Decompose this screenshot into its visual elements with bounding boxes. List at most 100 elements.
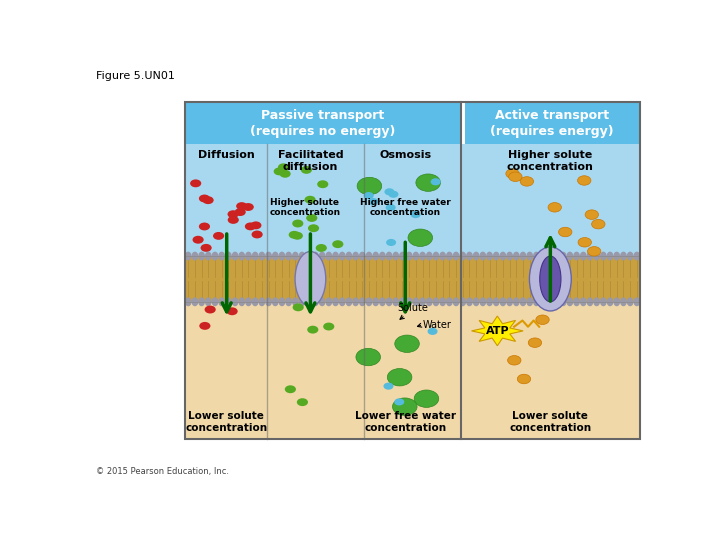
Ellipse shape (547, 252, 552, 260)
Ellipse shape (292, 303, 304, 311)
Ellipse shape (395, 399, 405, 406)
Ellipse shape (192, 252, 197, 260)
Ellipse shape (273, 298, 278, 306)
Ellipse shape (527, 298, 532, 306)
Ellipse shape (474, 252, 479, 260)
Ellipse shape (251, 231, 263, 239)
Ellipse shape (292, 220, 303, 227)
Ellipse shape (228, 210, 238, 218)
Ellipse shape (614, 252, 619, 260)
Text: © 2015 Pearson Education, Inc.: © 2015 Pearson Education, Inc. (96, 468, 228, 476)
Ellipse shape (340, 252, 345, 260)
Ellipse shape (301, 166, 312, 174)
Ellipse shape (279, 170, 291, 178)
Ellipse shape (413, 298, 418, 306)
Ellipse shape (320, 298, 325, 306)
Ellipse shape (266, 252, 271, 260)
Ellipse shape (346, 252, 351, 260)
Ellipse shape (259, 298, 264, 306)
Ellipse shape (266, 298, 271, 306)
Ellipse shape (594, 298, 599, 306)
Ellipse shape (446, 252, 452, 260)
Ellipse shape (239, 298, 245, 306)
Ellipse shape (199, 194, 210, 202)
Text: Lower free water
concentration: Lower free water concentration (355, 411, 456, 433)
Ellipse shape (235, 208, 246, 216)
Text: Diffusion: Diffusion (198, 150, 255, 160)
Ellipse shape (326, 298, 331, 306)
Ellipse shape (560, 252, 566, 260)
Ellipse shape (273, 252, 278, 260)
Ellipse shape (278, 163, 289, 171)
Ellipse shape (259, 252, 264, 260)
Ellipse shape (379, 298, 385, 306)
Ellipse shape (440, 252, 446, 260)
Ellipse shape (320, 252, 325, 260)
Ellipse shape (500, 298, 505, 306)
Ellipse shape (333, 298, 338, 306)
Ellipse shape (213, 232, 224, 240)
Ellipse shape (292, 232, 303, 240)
Ellipse shape (364, 192, 374, 199)
Ellipse shape (332, 240, 343, 248)
Ellipse shape (323, 322, 334, 330)
Ellipse shape (227, 307, 238, 315)
Ellipse shape (580, 252, 586, 260)
Ellipse shape (346, 298, 351, 306)
Bar (185, 144, 639, 256)
Ellipse shape (236, 202, 247, 210)
Ellipse shape (246, 252, 251, 260)
Ellipse shape (577, 176, 591, 185)
Ellipse shape (520, 177, 534, 186)
Ellipse shape (521, 298, 526, 306)
Ellipse shape (426, 298, 432, 306)
Ellipse shape (513, 252, 519, 260)
Ellipse shape (440, 298, 446, 306)
Ellipse shape (356, 348, 380, 366)
Ellipse shape (547, 298, 552, 306)
Ellipse shape (395, 335, 419, 353)
Ellipse shape (393, 298, 398, 306)
Polygon shape (472, 316, 523, 346)
Ellipse shape (634, 252, 639, 260)
Ellipse shape (379, 252, 385, 260)
Ellipse shape (312, 298, 318, 306)
Ellipse shape (300, 252, 305, 260)
Ellipse shape (528, 338, 541, 347)
Ellipse shape (541, 298, 546, 306)
Ellipse shape (592, 219, 605, 229)
Ellipse shape (460, 252, 465, 260)
Ellipse shape (608, 298, 613, 306)
Ellipse shape (306, 252, 312, 260)
Ellipse shape (307, 326, 318, 334)
Ellipse shape (233, 252, 238, 260)
Ellipse shape (384, 382, 394, 390)
Ellipse shape (420, 298, 426, 306)
Ellipse shape (559, 227, 572, 237)
Text: Higher solute
concentration: Higher solute concentration (507, 150, 594, 172)
Ellipse shape (204, 306, 216, 314)
Ellipse shape (480, 252, 485, 260)
Ellipse shape (239, 252, 245, 260)
Ellipse shape (507, 298, 513, 306)
Ellipse shape (517, 374, 531, 384)
Ellipse shape (480, 298, 485, 306)
Ellipse shape (192, 236, 204, 244)
Text: Figure 5.UN01: Figure 5.UN01 (96, 71, 174, 81)
Text: Higher free water
concentration: Higher free water concentration (360, 198, 451, 217)
Ellipse shape (407, 298, 412, 306)
Text: Active transport
(requires energy): Active transport (requires energy) (490, 109, 614, 138)
Ellipse shape (368, 198, 378, 205)
Ellipse shape (386, 239, 396, 246)
Ellipse shape (308, 224, 319, 232)
Ellipse shape (487, 252, 492, 260)
Ellipse shape (353, 298, 359, 306)
Ellipse shape (384, 188, 395, 195)
Ellipse shape (567, 252, 572, 260)
Bar (185, 302, 639, 439)
Ellipse shape (621, 298, 626, 306)
Text: Higher solute
concentration: Higher solute concentration (269, 198, 341, 217)
Ellipse shape (295, 252, 325, 306)
Text: Lower solute
concentration: Lower solute concentration (185, 411, 267, 433)
Ellipse shape (305, 196, 315, 204)
